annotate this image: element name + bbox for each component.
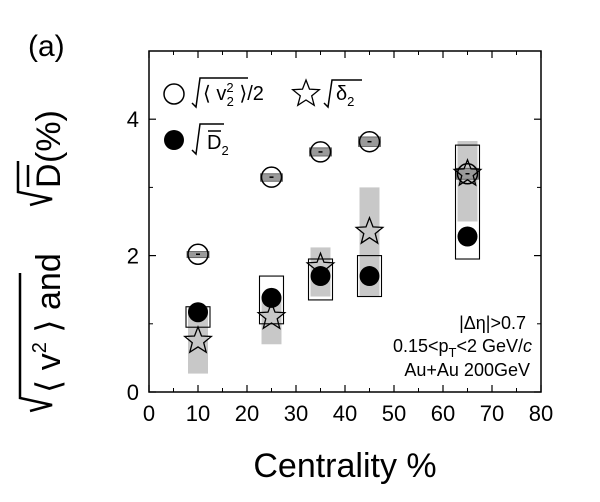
x-tick-label-5: 50: [382, 401, 406, 426]
svg-text:D2: D2: [207, 132, 229, 158]
ylabel-v: ⟨ v: [30, 353, 68, 393]
annotation-system: Au+Au 200GeV: [404, 360, 530, 380]
annotation-pt: 0.15<pT<2 GeV/c: [393, 336, 532, 360]
x-tick-label-8: 80: [529, 401, 553, 426]
legend-star-marker: [291, 78, 321, 107]
x-tick-label-0: 0: [143, 401, 155, 426]
ylabel-d: D: [30, 163, 68, 188]
x-tick-label-4: 40: [333, 401, 357, 426]
star-sys-band-0: [188, 306, 208, 374]
legend-filled-circle-sub: 2: [221, 143, 228, 158]
filled-sys-box-1: [258, 275, 285, 325]
svg-text:⟨ v22 ⟩/2: ⟨ v2 2 ⟩/2: [203, 80, 264, 109]
filled-circle-point-4: [457, 226, 478, 247]
y-tick-label-0: 0: [127, 380, 139, 405]
x-tick-label-1: 10: [186, 401, 210, 426]
legend-filled-circle-label: D: [207, 132, 221, 154]
x-tick-label-3: 30: [284, 401, 308, 426]
open-circle-point-0: [187, 243, 209, 265]
legend-star-sub: 2: [347, 94, 354, 109]
svg-text:δ2: δ2: [336, 83, 354, 109]
legend-open-circle-tail: ⟩/2: [234, 83, 264, 105]
filled-circle-point-1: [261, 287, 282, 308]
legend-open-circle-label: ⟨ v: [203, 83, 226, 105]
legend-open-circle-marker: [163, 83, 185, 105]
legend-star-label: δ: [336, 83, 347, 105]
open-circle-point-3: [358, 130, 381, 153]
x-tick-label-6: 60: [431, 401, 455, 426]
axes: 0 10 20 30 40 50 60 70 80 0 2 4: [127, 51, 553, 426]
y-tick-label-1: 2: [127, 244, 139, 269]
y-tick-label-2: 4: [127, 107, 139, 132]
legend: ⟨ v2 2 ⟩/2 δ2 D2: [163, 77, 362, 158]
annotations: |Δη|>0.7 0.15<pT<2 GeV/c Au+Au 200GeV: [393, 313, 532, 380]
star-sys-band-4: [457, 141, 478, 222]
ylabel-sup: 2: [29, 342, 51, 353]
star-sys-band-1: [261, 296, 282, 345]
x-tick-label-2: 20: [235, 401, 259, 426]
open-circle-point-4: [456, 163, 479, 185]
star-point-4: [452, 157, 483, 187]
legend-open-circle-sup: 2: [226, 80, 233, 95]
filled-circle-point-3: [359, 266, 380, 287]
annotation-eta: |Δη|>0.7: [459, 313, 526, 333]
filled-sys-box-2: [307, 258, 334, 301]
filled-circle-point-0: [188, 302, 208, 323]
x-axis-label: Centrality %: [253, 447, 436, 485]
y-axis-label: ⟨ v2 ⟩ and D (%): [16, 110, 68, 413]
filled-sys-box-3: [356, 255, 383, 298]
svg-text:⟨ v2 ⟩ and: ⟨ v2 ⟩ and: [29, 253, 68, 393]
star-point-2: [305, 251, 336, 280]
star-point-0: [182, 325, 214, 354]
markers: [182, 130, 483, 354]
star-point-1: [256, 301, 287, 330]
ylabel-and: ⟩ and: [30, 253, 68, 342]
ylabel-unit: (%): [30, 110, 68, 163]
star-point-3: [354, 215, 385, 245]
x-tick-label-7: 70: [480, 401, 504, 426]
filled-circle-point-2: [310, 266, 331, 287]
legend-open-circle-sub: 2: [227, 94, 234, 109]
open-circle-point-2: [309, 141, 332, 163]
legend-filled-circle-marker: [164, 130, 184, 150]
panel-label: (a): [28, 30, 65, 63]
filled-sys-box-4: [454, 144, 481, 260]
open-circle-point-1: [260, 166, 283, 188]
